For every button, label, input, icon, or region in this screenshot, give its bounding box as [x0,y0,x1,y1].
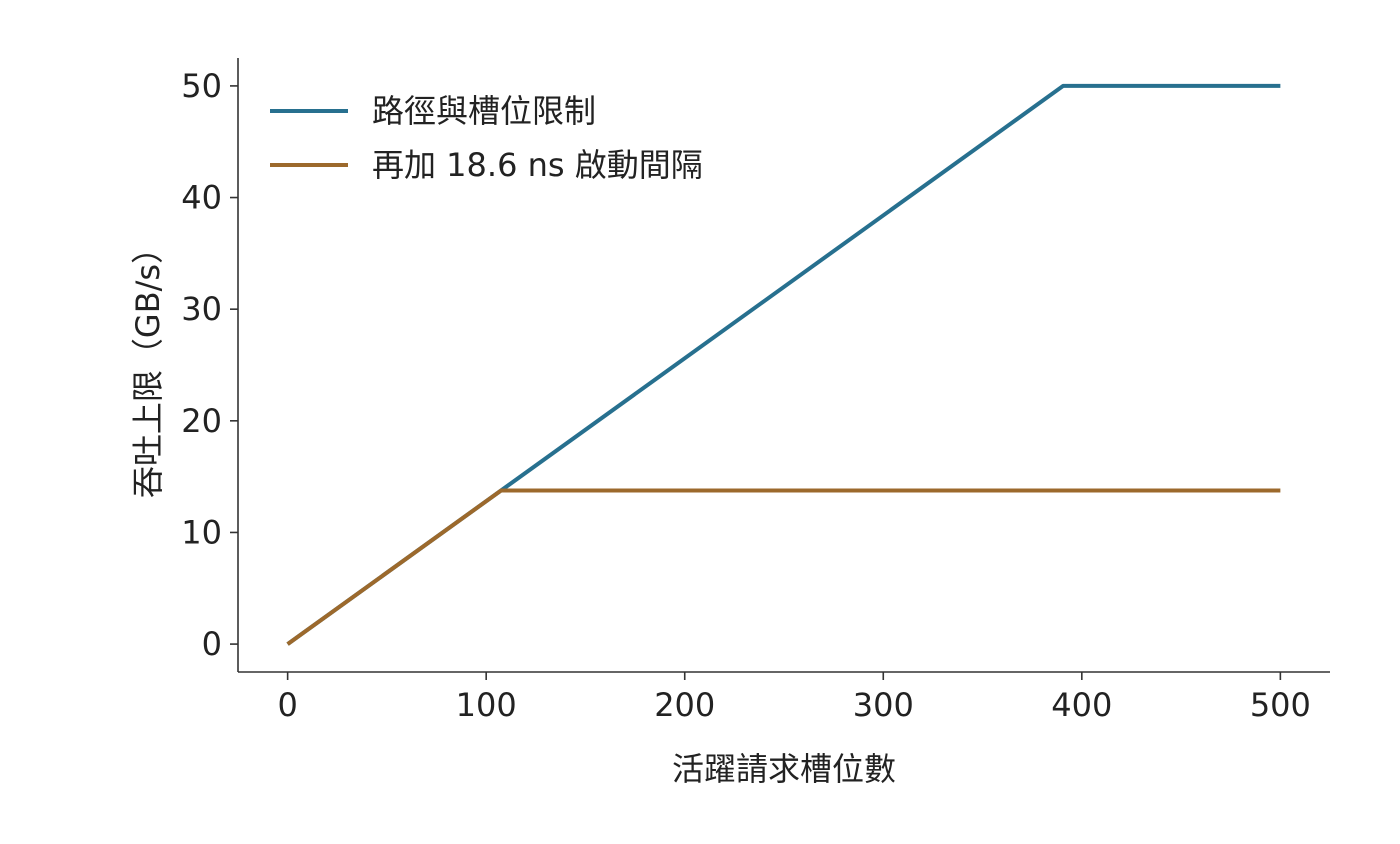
line [286,83,1281,646]
y-tick-label: 50 [181,67,222,105]
y-tick-label: 10 [181,513,222,551]
y-axis-label: 吞吐上限（GB/s） [129,232,167,498]
y-tick-label: 0 [202,625,222,663]
x-tick-label: 200 [654,686,715,724]
legend-label: 路徑與槽位限制 [372,92,596,130]
x-tick-label: 300 [853,686,914,724]
x-tick-label: 500 [1250,686,1311,724]
x-tick-label: 0 [277,686,297,724]
x-axis-label: 活躍請求槽位數 [672,750,896,788]
x-tick-label: 100 [456,686,517,724]
line [286,488,1281,646]
y-tick-label: 40 [181,179,222,217]
y-tick-label: 20 [181,402,222,440]
y-tick-label: 30 [181,290,222,328]
legend-label: 再加 18.6 ns 啟動間隔 [372,146,703,184]
x-tick-label: 400 [1051,686,1112,724]
